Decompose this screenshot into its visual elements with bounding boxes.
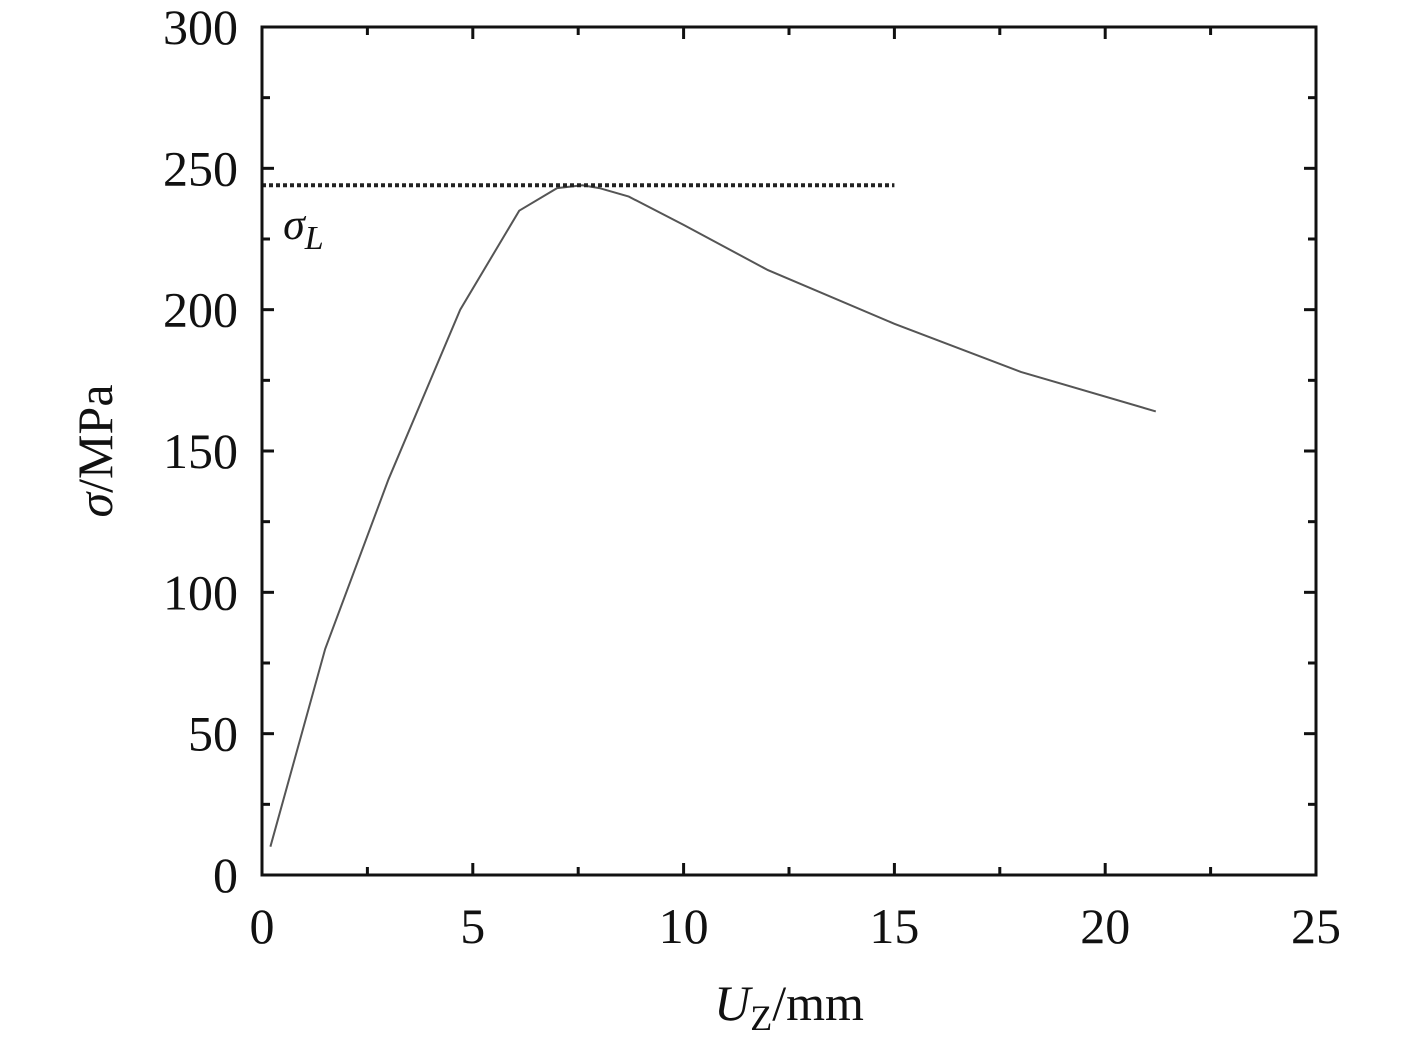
sigma-l-annotation: σL	[283, 200, 324, 257]
y-tick-label: 100	[163, 564, 238, 620]
y-axis-unit: /MPa	[67, 384, 123, 492]
x-tick-labels: 0 5 10 15 20 25	[250, 898, 1342, 954]
plot-frame	[260, 25, 1318, 877]
x-axis-subscript: Z	[750, 998, 772, 1037]
x-tick-label: 5	[460, 898, 485, 954]
x-tick-label: 20	[1080, 898, 1130, 954]
ticks-layer	[260, 25, 1318, 877]
y-tick-label: 50	[188, 706, 238, 762]
y-axis-symbol: σ	[67, 491, 123, 518]
y-tick-label: 0	[213, 847, 238, 903]
x-tick-label: 10	[659, 898, 709, 954]
y-tick-label: 200	[163, 282, 238, 338]
data-line-series	[269, 184, 1157, 847]
sigma-l-subscript: L	[304, 220, 324, 257]
x-tick-label: 15	[869, 898, 919, 954]
x-tick-label: 0	[250, 898, 275, 954]
x-tick-label: 25	[1291, 898, 1341, 954]
x-axis-symbol: U	[714, 975, 753, 1031]
y-axis-title: σ/MPa	[67, 384, 123, 517]
x-axis-unit: /mm	[772, 975, 864, 1031]
y-tick-label: 300	[163, 0, 238, 55]
y-tick-label: 250	[163, 140, 238, 196]
y-tick-labels: 0 50 100 150 200 250 300	[163, 0, 238, 903]
x-axis-title: UZ/mm	[714, 975, 864, 1037]
y-tick-label: 150	[163, 423, 238, 479]
sigma-l-symbol: σ	[283, 200, 307, 249]
